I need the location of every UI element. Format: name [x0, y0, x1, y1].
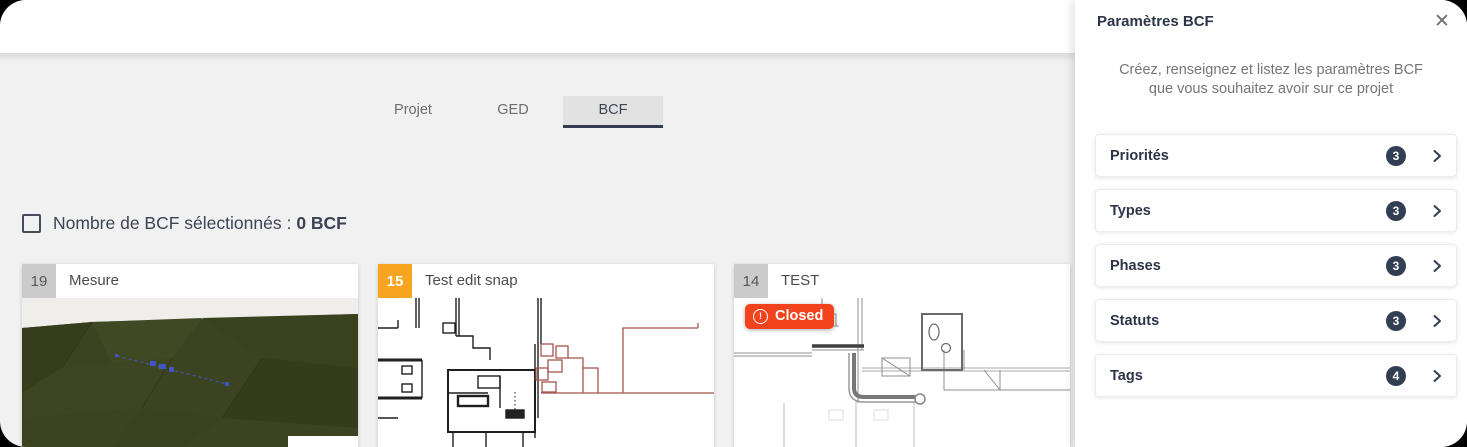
- panel-item-tags[interactable]: Tags 4: [1095, 354, 1457, 397]
- count-badge: 3: [1386, 145, 1406, 166]
- panel-item-label: Types: [1110, 202, 1151, 219]
- count-badge: 4: [1386, 365, 1406, 386]
- count-badge: 3: [1386, 200, 1406, 221]
- panel-item-label: Statuts: [1110, 312, 1160, 329]
- status-badge-closed: ! Closed: [745, 304, 835, 329]
- chevron-right-icon: [1430, 149, 1444, 163]
- chevron-right-icon: [1430, 314, 1444, 328]
- bcf-card-title: Test edit snap: [425, 272, 518, 289]
- alert-icon: !: [753, 308, 768, 324]
- tab-projet[interactable]: Projet: [394, 102, 432, 118]
- bcf-card-title: Mesure: [69, 272, 120, 289]
- panel-item-statuts[interactable]: Statuts 3: [1095, 299, 1457, 342]
- tab-ged[interactable]: GED: [497, 102, 529, 118]
- count-badge: 3: [1386, 255, 1406, 276]
- panel-item-types[interactable]: Types 3: [1095, 189, 1457, 232]
- bcf-card: 14 TEST: [734, 264, 1070, 447]
- bcf-snapshot-floorplan[interactable]: [378, 298, 714, 447]
- bcf-card-header[interactable]: 19 Mesure: [22, 264, 358, 298]
- bcf-card: 15 Test edit snap: [378, 264, 714, 447]
- tab-bcf[interactable]: BCF: [563, 96, 663, 128]
- main-tabs: Projet GED BCF: [363, 96, 663, 128]
- bcf-settings-panel: Paramètres BCF ✕ Créez, renseignez et li…: [1075, 0, 1467, 447]
- bcf-selection-row: Nombre de BCF sélectionnés : 0 BCF: [22, 213, 347, 234]
- panel-item-label: Priorités: [1110, 147, 1169, 164]
- chevron-right-icon: [1430, 369, 1444, 383]
- bcf-number-chip: 14: [734, 264, 768, 298]
- count-badge: 3: [1386, 310, 1406, 331]
- bcf-number-chip: 15: [378, 264, 412, 298]
- status-badge-label: Closed: [775, 308, 824, 324]
- bcf-card-header[interactable]: 14 TEST: [734, 264, 1070, 298]
- bcf-card-list: 19 Mesure: [22, 264, 1070, 447]
- panel-item-phases[interactable]: Phases 3: [1095, 244, 1457, 287]
- panel-item-label: Tags: [1110, 367, 1143, 384]
- panel-item-list: Priorités 3 Types 3 Phases 3: [1095, 134, 1457, 397]
- selection-count-label: Nombre de BCF sélectionnés :: [53, 213, 292, 233]
- bcf-card-title: TEST: [781, 272, 820, 289]
- panel-item-priorites[interactable]: Priorités 3: [1095, 134, 1457, 177]
- bcf-card: 19 Mesure: [22, 264, 358, 447]
- bcf-card-header[interactable]: 15 Test edit snap: [378, 264, 714, 298]
- panel-title: Paramètres BCF: [1097, 13, 1214, 30]
- panel-item-label: Phases: [1110, 257, 1161, 274]
- close-icon[interactable]: ✕: [1434, 11, 1450, 32]
- terrain-3d-view: [22, 298, 358, 447]
- bcf-number-chip: 19: [22, 264, 56, 298]
- select-all-checkbox[interactable]: [22, 214, 41, 233]
- floorplan-drawing: [378, 298, 714, 447]
- bcf-snapshot-floorplan[interactable]: ! Closed: [734, 298, 1070, 447]
- chevron-right-icon: [1430, 204, 1444, 218]
- panel-subtitle: Créez, renseignez et listez les paramètr…: [1119, 62, 1423, 97]
- bcf-snapshot-terrain[interactable]: [22, 298, 358, 447]
- top-bar-shadow: [0, 53, 1080, 62]
- selection-count-value: 0 BCF: [296, 213, 347, 233]
- chevron-right-icon: [1430, 259, 1444, 273]
